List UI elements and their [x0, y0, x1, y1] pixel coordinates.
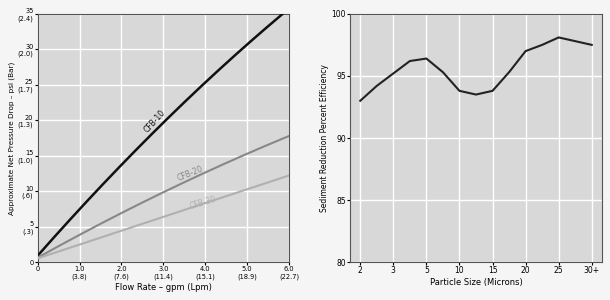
X-axis label: Particle Size (Microns): Particle Size (Microns)	[429, 278, 522, 287]
X-axis label: Flow Rate – gpm (Lpm): Flow Rate – gpm (Lpm)	[115, 283, 212, 292]
Text: CFB-20: CFB-20	[176, 164, 204, 183]
Y-axis label: Approximate Net Pressure Drop – psi (Bar): Approximate Net Pressure Drop – psi (Bar…	[9, 61, 15, 215]
Text: CFB-10: CFB-10	[142, 108, 167, 134]
Y-axis label: Sediment Reduction Percent Efficiency: Sediment Reduction Percent Efficiency	[320, 64, 329, 212]
Text: CFB-30: CFB-30	[188, 195, 217, 211]
